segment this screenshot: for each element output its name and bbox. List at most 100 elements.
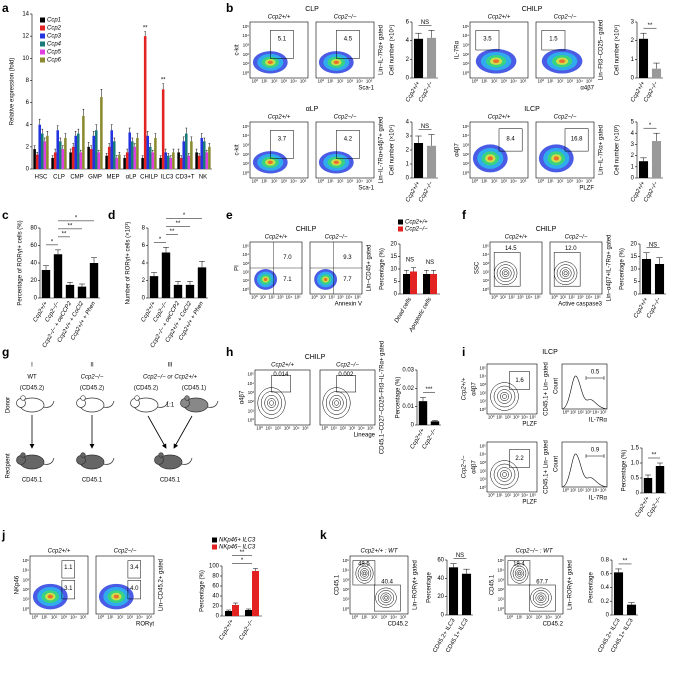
error-bar (110, 124, 113, 131)
genotype-label: Ccp2+/+ (271, 363, 294, 369)
bar (128, 132, 131, 169)
x-tick-label: 10⁵ (366, 79, 373, 84)
error-bar (172, 148, 175, 153)
histogram (561, 375, 608, 410)
x-tick-label: 10¹ (327, 179, 334, 184)
y-tick-label: 10⁴ (342, 568, 349, 573)
y-tick-label: 10³ (248, 390, 255, 395)
y-tick-label: 10⁰ (479, 485, 486, 490)
error-bar (154, 133, 157, 138)
y-axis-label: Count (554, 378, 560, 394)
error-bar (108, 143, 111, 147)
bar (626, 604, 637, 615)
panel-label: k (320, 528, 327, 542)
error-bar (424, 270, 429, 274)
x-tick-label: 10³ (585, 488, 592, 493)
x-tick-label: 10² (526, 615, 533, 620)
y-axis-label: SSC (475, 261, 481, 274)
y-tick-label: 0 (394, 292, 398, 298)
density (510, 563, 529, 584)
y-tick-label: 10² (483, 269, 490, 274)
error-bar (643, 252, 650, 259)
bar (151, 152, 155, 169)
gate-value: 2.2 (515, 456, 524, 462)
gate-value: 1.5 (549, 36, 558, 42)
error-bar (54, 148, 57, 153)
donor-label: Ccp2−/− (81, 375, 104, 381)
gate-value: 1.1 (64, 565, 73, 571)
x-tick-label: 10¹ (261, 79, 268, 84)
bar (105, 155, 108, 169)
x-tick-label: 10⁵ (586, 179, 593, 184)
panel-label: a (2, 1, 9, 15)
genotype-label: Ccp2+/+ : WT (360, 549, 398, 555)
y-tick-label: 10² (243, 269, 250, 274)
x-tick-label: 10⁰ (252, 79, 259, 84)
error-bar (203, 137, 206, 142)
x-axis-label: PLZF (522, 422, 537, 428)
y-tick-label: 10¹ (248, 408, 255, 413)
error-bar (195, 148, 198, 153)
x-tick-label: 10⁴ (586, 295, 593, 300)
y-tick-label: 10⁴ (247, 381, 254, 386)
y-tick-label: 0 (26, 167, 30, 173)
bar (71, 146, 75, 169)
x-tick-label: 10¹ (320, 295, 327, 300)
x-axis-label: RORγt (136, 622, 154, 628)
recipient-label: CD45.1 (160, 478, 181, 484)
y-tick-label: 10 (630, 267, 637, 273)
bar (655, 466, 665, 493)
bar (141, 157, 144, 169)
x-tick-label: 10⁴ (136, 615, 143, 620)
x-tick-label: 10⁴ (510, 179, 517, 184)
x-tick-label: 10⁴ (286, 295, 293, 300)
y-tick-label: 1 (406, 162, 410, 168)
x-tick-label: 10³ (61, 615, 68, 620)
gate-value: 4.0 (130, 586, 139, 592)
density (267, 398, 276, 408)
x-axis-label: Annexin V (335, 302, 362, 308)
x-tick-label: 10⁰ (318, 79, 325, 84)
gate (553, 252, 581, 287)
error-bar (38, 118, 41, 125)
x-tick-label: 10³ (381, 615, 388, 620)
x-tick-label: 10⁵ (300, 79, 307, 84)
x-tick-label: 10⁰ (562, 488, 569, 493)
gate-value: 40.4 (381, 580, 393, 586)
x-tick-label: 10¹ (496, 493, 503, 498)
bar (82, 115, 85, 169)
panel-label: g (2, 345, 9, 359)
plot-title: ILCP (542, 349, 558, 356)
y-tick-label: 10³ (243, 42, 250, 47)
gate (529, 584, 556, 612)
y-axis-label: Count (554, 456, 560, 472)
side-label: Donor (6, 397, 12, 413)
x-tick-label: 10² (271, 179, 278, 184)
genotype-label: Ccp2+/+ (488, 115, 511, 121)
y-tick-label: 10⁵ (242, 243, 249, 248)
bar (115, 157, 119, 169)
y-tick-label: 10⁴ (479, 374, 486, 379)
gate (61, 560, 75, 579)
bar (89, 263, 99, 298)
x-tick-label: 10⁴ (70, 615, 77, 620)
density (384, 596, 388, 600)
y-axis-label: c-kit (235, 144, 241, 155)
bar (113, 141, 116, 169)
y-tick-label: 10³ (480, 460, 487, 465)
x-tick-label: 10⁴ (545, 615, 552, 620)
y-tick-label: 10³ (23, 577, 30, 582)
gate-label: Lin−α4β7+IL-7Rα+ gated (607, 235, 613, 302)
significance: * (649, 123, 652, 129)
y-tick-label: 0 (411, 423, 415, 429)
x-axis-label: PLZF (579, 186, 594, 192)
y-tick-label: 15 (390, 254, 397, 260)
bar (77, 286, 87, 298)
error-bar (91, 257, 97, 263)
bar (448, 567, 459, 615)
plot-title: CLP (305, 6, 319, 13)
x-tick-label: 10¹ (496, 415, 503, 420)
bar (423, 274, 430, 294)
y-axis-label: NKp46 (15, 575, 21, 594)
x-tick-label: 10² (271, 79, 278, 84)
